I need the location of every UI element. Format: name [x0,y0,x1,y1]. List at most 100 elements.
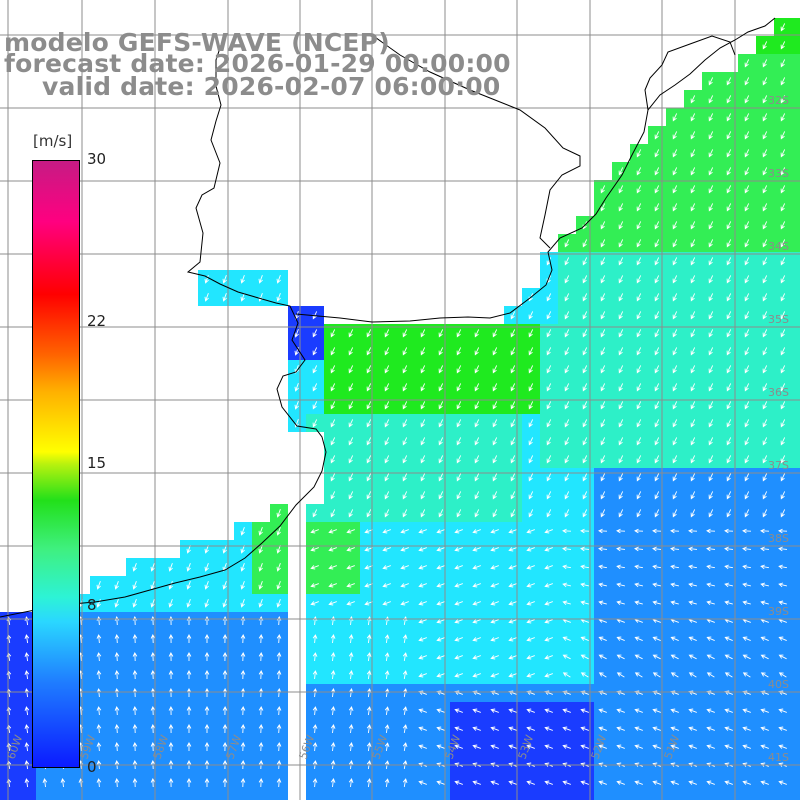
wind-vector-arrow [402,742,408,751]
wind-vector-arrow [762,95,768,104]
wind-vector-arrow [508,744,517,749]
wind-vector-arrow [24,634,30,644]
wind-vector-arrow [618,311,624,320]
wind-vector-arrow [474,509,480,518]
wind-vector-arrow [762,41,768,50]
wind-vector-arrow [204,742,210,751]
wind-speed-cell [792,72,800,90]
wind-vector-arrow [726,77,732,86]
wind-vector-arrow [598,726,607,731]
wind-vector-arrow [780,41,786,50]
wind-vector-arrow [708,365,714,374]
wind-vector-arrow [114,724,120,734]
wind-vector-arrow [564,383,570,392]
wind-vector-arrow [708,167,714,176]
wind-vector-arrow [150,724,156,734]
wind-vector-arrow [726,95,732,104]
wind-speed-cell [342,792,360,800]
wind-vector-arrow [742,564,751,570]
wind-speed-cell [720,792,738,800]
wind-vector-arrow [690,293,696,302]
wind-vector-arrow [672,185,678,194]
wind-vector-arrow [418,708,427,713]
wind-speed-cell [108,792,126,800]
wind-vector-arrow [762,311,768,320]
wind-vector-arrow [294,329,299,338]
wind-vector-arrow [330,365,336,374]
legend-unit-label: [m/s] [30,132,76,150]
wind-vector-arrow [708,113,714,122]
wind-vector-arrow [508,529,517,534]
wind-vector-arrow [310,547,319,552]
wind-vector-arrow [690,275,696,284]
wind-vector-arrow [780,77,786,86]
wind-vector-arrow [564,455,570,464]
wind-vector-arrow [744,203,750,212]
wind-vector-arrow [276,509,281,518]
wind-vector-arrow [744,239,750,248]
wind-vector-arrow [420,509,426,518]
wind-vector-arrow [366,706,372,716]
wind-vector-arrow [546,347,552,356]
wind-vector-arrow [526,726,535,731]
wind-speed-cell [414,792,432,800]
wind-vector-arrow [348,634,354,644]
wind-vector-arrow [562,654,571,660]
wind-vector-arrow [276,293,281,302]
wind-vector-arrow [366,383,372,392]
wind-vector-arrow [436,744,445,749]
wind-vector-arrow [472,780,481,785]
wind-vector-arrow [132,724,138,734]
wind-vector-arrow [366,365,372,374]
wind-vector-arrow [654,275,660,284]
latitude-label: 35S [768,313,789,326]
wind-vector-arrow [474,365,480,374]
wind-vector-arrow [132,778,138,788]
wind-speed-cell [792,360,800,378]
wind-vector-arrow [708,491,714,500]
wind-vector-arrow [654,365,660,374]
wind-vector-arrow [708,149,714,158]
wind-vector-arrow [330,724,336,734]
wind-speed-cell [792,720,800,738]
wind-vector-arrow [258,724,264,734]
wind-vector-arrow [258,688,264,698]
wind-vector-arrow [780,239,786,248]
wind-speed-cell [522,792,540,800]
wind-vector-arrow [778,546,788,552]
wind-vector-arrow [600,473,606,482]
wind-vector-arrow [672,149,678,158]
wind-vector-arrow [724,564,733,570]
wind-vector-arrow [726,437,732,446]
wind-vector-arrow [222,724,228,734]
wind-vector-arrow [276,527,281,536]
wind-vector-arrow [400,547,409,552]
wind-vector-arrow [454,547,463,552]
wind-vector-arrow [132,563,137,572]
wind-vector-arrow [472,547,481,552]
wind-vector-arrow [760,636,769,642]
wind-vector-arrow [276,634,282,644]
wind-vector-arrow [600,293,606,302]
wind-vector-arrow [636,401,642,410]
wind-vector-arrow [312,688,318,698]
wind-vector-arrow [582,311,588,320]
wind-vector-arrow [652,708,661,713]
wind-vector-arrow [780,257,786,266]
wind-vector-arrow [240,599,245,608]
wind-vector-arrow [348,383,354,392]
wind-vector-arrow [400,529,409,534]
wind-vector-arrow [454,655,463,660]
wind-vector-arrow [690,401,696,410]
wind-vector-arrow [330,778,336,788]
wind-vector-arrow [744,293,750,302]
wind-vector-arrow [150,778,156,788]
wind-vector-arrow [222,275,227,284]
wind-vector-arrow [132,706,138,716]
wind-vector-arrow [654,185,660,194]
wind-vector-arrow [42,778,48,788]
wind-vector-arrow [400,601,409,606]
wind-vector-arrow [762,149,768,158]
wind-vector-arrow [580,726,589,731]
